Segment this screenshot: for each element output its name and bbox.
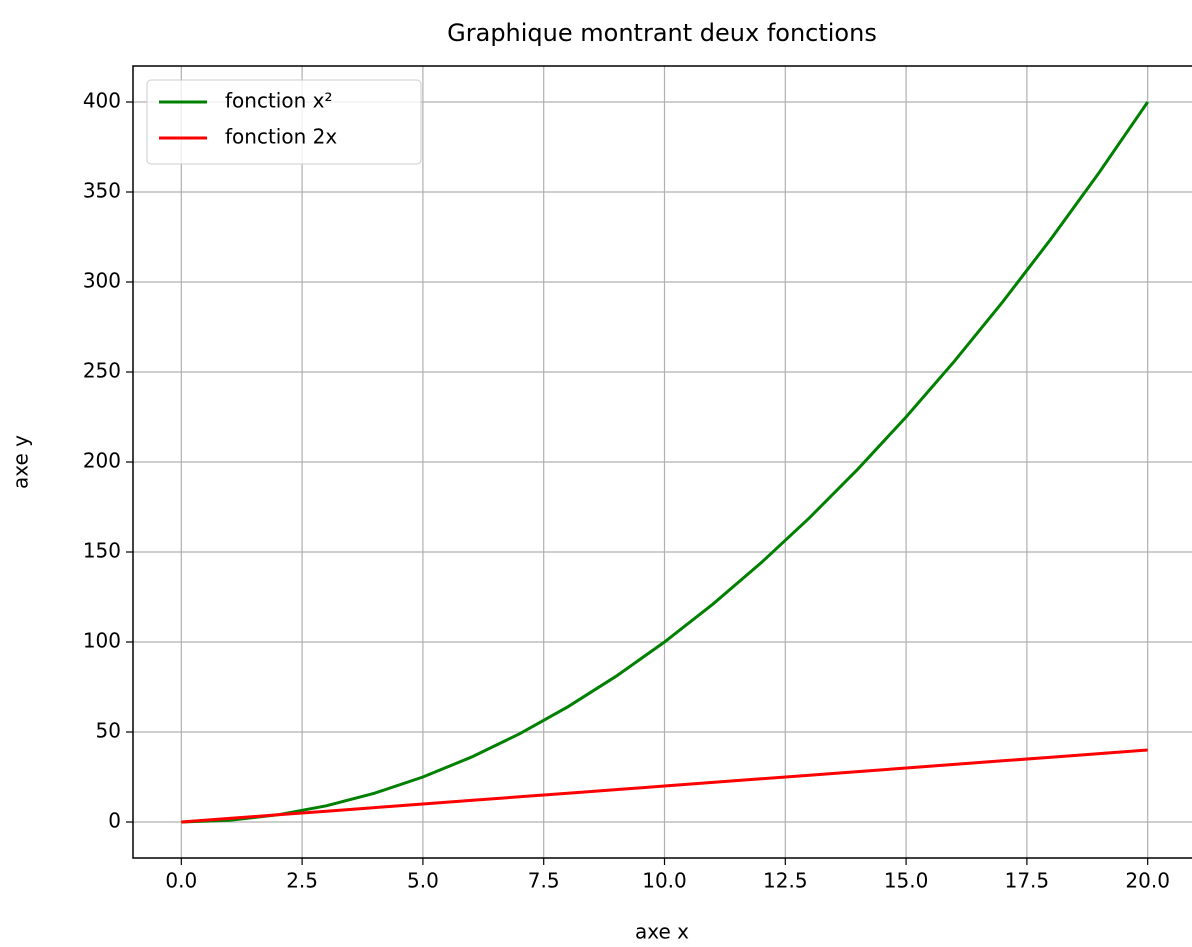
- legend: fonction x² fonction 2x: [146, 79, 422, 165]
- chart-title: Graphique montrant deux fonctions: [447, 19, 877, 47]
- legend-label: fonction 2x: [225, 125, 337, 149]
- series-line: [181, 748, 1148, 824]
- x-tick-label: 2.5: [286, 869, 318, 893]
- legend-box: [146, 79, 422, 165]
- x-tick-label: 7.5: [528, 869, 560, 893]
- y-tick-label: 350: [83, 179, 121, 203]
- x-tick-label: 20.0: [1125, 869, 1170, 893]
- y-tick-label: 100: [83, 629, 121, 653]
- plot-frame: [132, 65, 1192, 859]
- y-tick-label: 200: [83, 449, 121, 473]
- x-tick-label: 17.5: [1005, 869, 1050, 893]
- x-tick-label: 12.5: [763, 869, 808, 893]
- y-tick-label: 50: [96, 719, 121, 743]
- x-tick-label: 5.0: [407, 869, 439, 893]
- y-tick-label: 400: [83, 89, 121, 113]
- y-tick-label: 250: [83, 359, 121, 383]
- legend-label: fonction x²: [225, 89, 332, 113]
- y-tick-label: 300: [83, 269, 121, 293]
- x-axis-label: axe x: [635, 920, 689, 944]
- x-tick-label: 10.0: [642, 869, 687, 893]
- x-tick-label: 15.0: [884, 869, 929, 893]
- y-tick-label: 150: [83, 539, 121, 563]
- series-line: [181, 101, 1149, 824]
- y-tick-label: 0: [108, 809, 121, 833]
- y-axis-label: axe y: [9, 435, 33, 489]
- x-tick-label: 0.0: [165, 869, 197, 893]
